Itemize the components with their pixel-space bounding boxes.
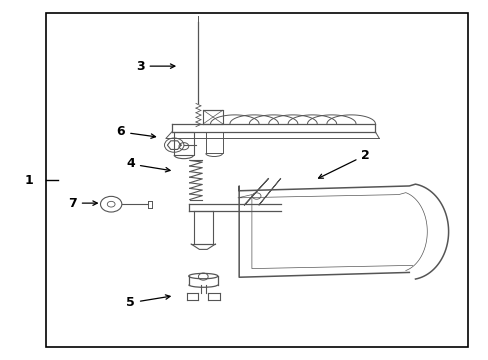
- Text: 7: 7: [68, 197, 97, 210]
- Text: 1: 1: [24, 174, 33, 186]
- Text: 3: 3: [136, 60, 175, 73]
- Text: 2: 2: [318, 149, 369, 178]
- Text: 4: 4: [126, 157, 170, 172]
- Bar: [45, 13, 467, 347]
- Text: 6: 6: [116, 126, 155, 139]
- Text: 5: 5: [126, 295, 170, 309]
